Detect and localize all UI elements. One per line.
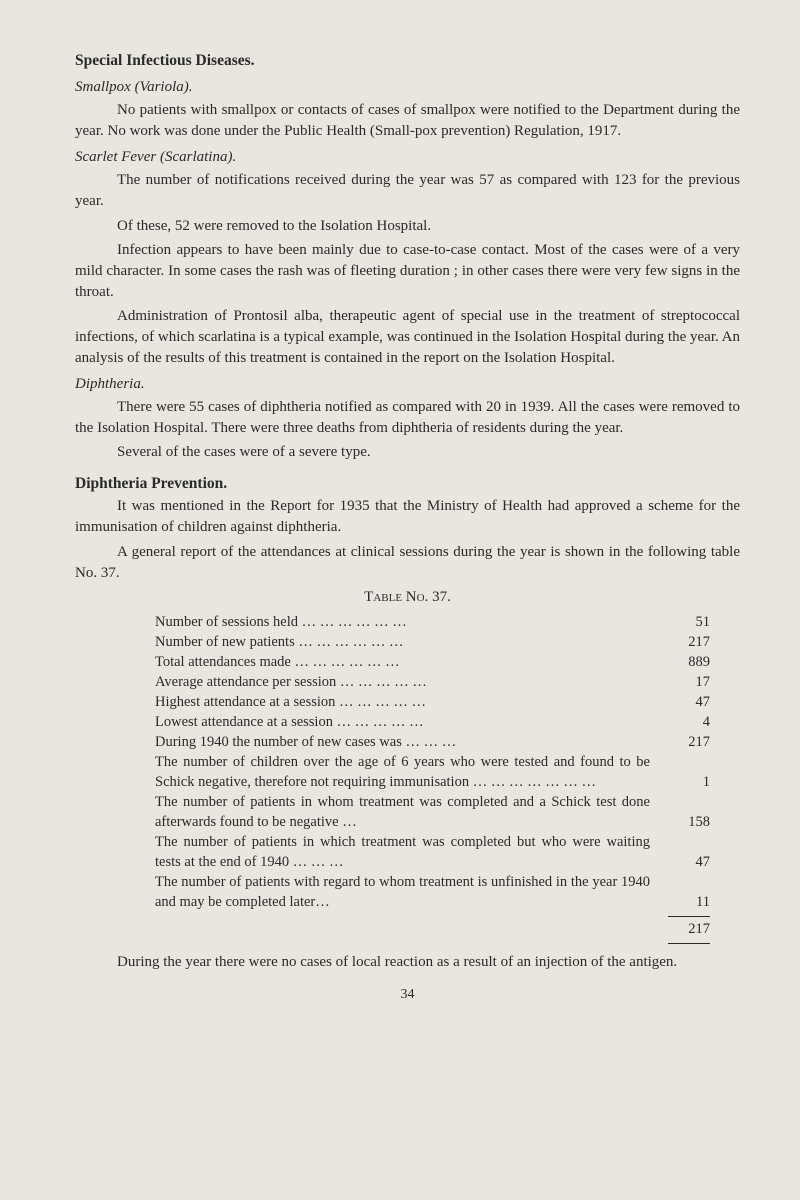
table-row: The number of children over the age of 6… [155,752,710,792]
table-row: During 1940 the number of new cases was … [155,732,710,752]
table-row: The number of patients in whom treatment… [155,792,710,832]
table-label: Highest attendance at a session … … … … … [155,692,660,712]
table-value: 158 [660,812,710,832]
table-row: Total attendances made … … … … … … 889 [155,652,710,672]
table-value: 17 [660,672,710,692]
table-rule [668,916,710,917]
para-smallpox-1: No patients with smallpox or contacts of… [75,100,740,141]
table-row: Lowest attendance at a session … … … … …… [155,712,710,732]
para-prevention-1: It was mentioned in the Report for 1935 … [75,496,740,537]
para-diphtheria-2: Several of the cases were of a severe ty… [75,442,740,463]
table-value: 51 [660,612,710,632]
table-label: Number of sessions held … … … … … … [155,612,660,632]
table-value: 889 [660,652,710,672]
table-row: Highest attendance at a session … … … … … [155,692,710,712]
table-rule [668,943,710,944]
table-row: The number of patients with regard to wh… [155,872,710,912]
table-value: 217 [660,732,710,752]
para-scarlet-1: The number of notifications received dur… [75,170,740,211]
table-label: Lowest attendance at a session … … … … … [155,712,660,732]
table-label: The number of patients with regard to wh… [155,872,660,912]
table-label: Total attendances made … … … … … … [155,652,660,672]
para-scarlet-3: Infection appears to have been mainly du… [75,240,740,302]
para-diphtheria-1: There were 55 cases of diphtheria notifi… [75,397,740,438]
sub-heading-scarlet: Scarlet Fever (Scarlatina). [75,147,740,168]
table-value: 4 [660,712,710,732]
section-heading-special: Special Infectious Diseases. [75,50,740,71]
para-prevention-2: A general report of the attendances at c… [75,542,740,583]
sub-heading-diphtheria: Diphtheria. [75,374,740,395]
table-label: Average attendance per session … … … … … [155,672,660,692]
table-row: Number of sessions held … … … … … … 51 [155,612,710,632]
table-37: Number of sessions held … … … … … … 51 N… [155,612,710,944]
para-scarlet-2: Of these, 52 were removed to the Isolati… [75,216,740,237]
table-value: 47 [660,692,710,712]
table-label: The number of patients in which treatmen… [155,832,660,872]
table-total-row: 217 [155,919,710,939]
para-scarlet-4: Administration of Prontosil alba, therap… [75,306,740,368]
table-value: 47 [660,852,710,872]
section-heading-prevention: Diphtheria Prevention. [75,473,740,494]
table-row: Number of new patients … … … … … … 217 [155,632,710,652]
table-row: Average attendance per session … … … … …… [155,672,710,692]
table-value: 11 [660,892,710,912]
table-value: 217 [660,632,710,652]
page-number: 34 [75,985,740,1004]
table-total-value: 217 [660,919,710,939]
table-label: The number of children over the age of 6… [155,752,660,792]
table-label: The number of patients in whom treatment… [155,792,660,832]
sub-heading-smallpox: Smallpox (Variola). [75,77,740,98]
para-after-table-1: During the year there were no cases of l… [75,952,740,973]
table-row: The number of patients in which treatmen… [155,832,710,872]
table-label: Number of new patients … … … … … … [155,632,660,652]
table-value: 1 [660,772,710,792]
table-title: Table No. 37. [75,587,740,608]
table-label: During 1940 the number of new cases was … [155,732,660,752]
